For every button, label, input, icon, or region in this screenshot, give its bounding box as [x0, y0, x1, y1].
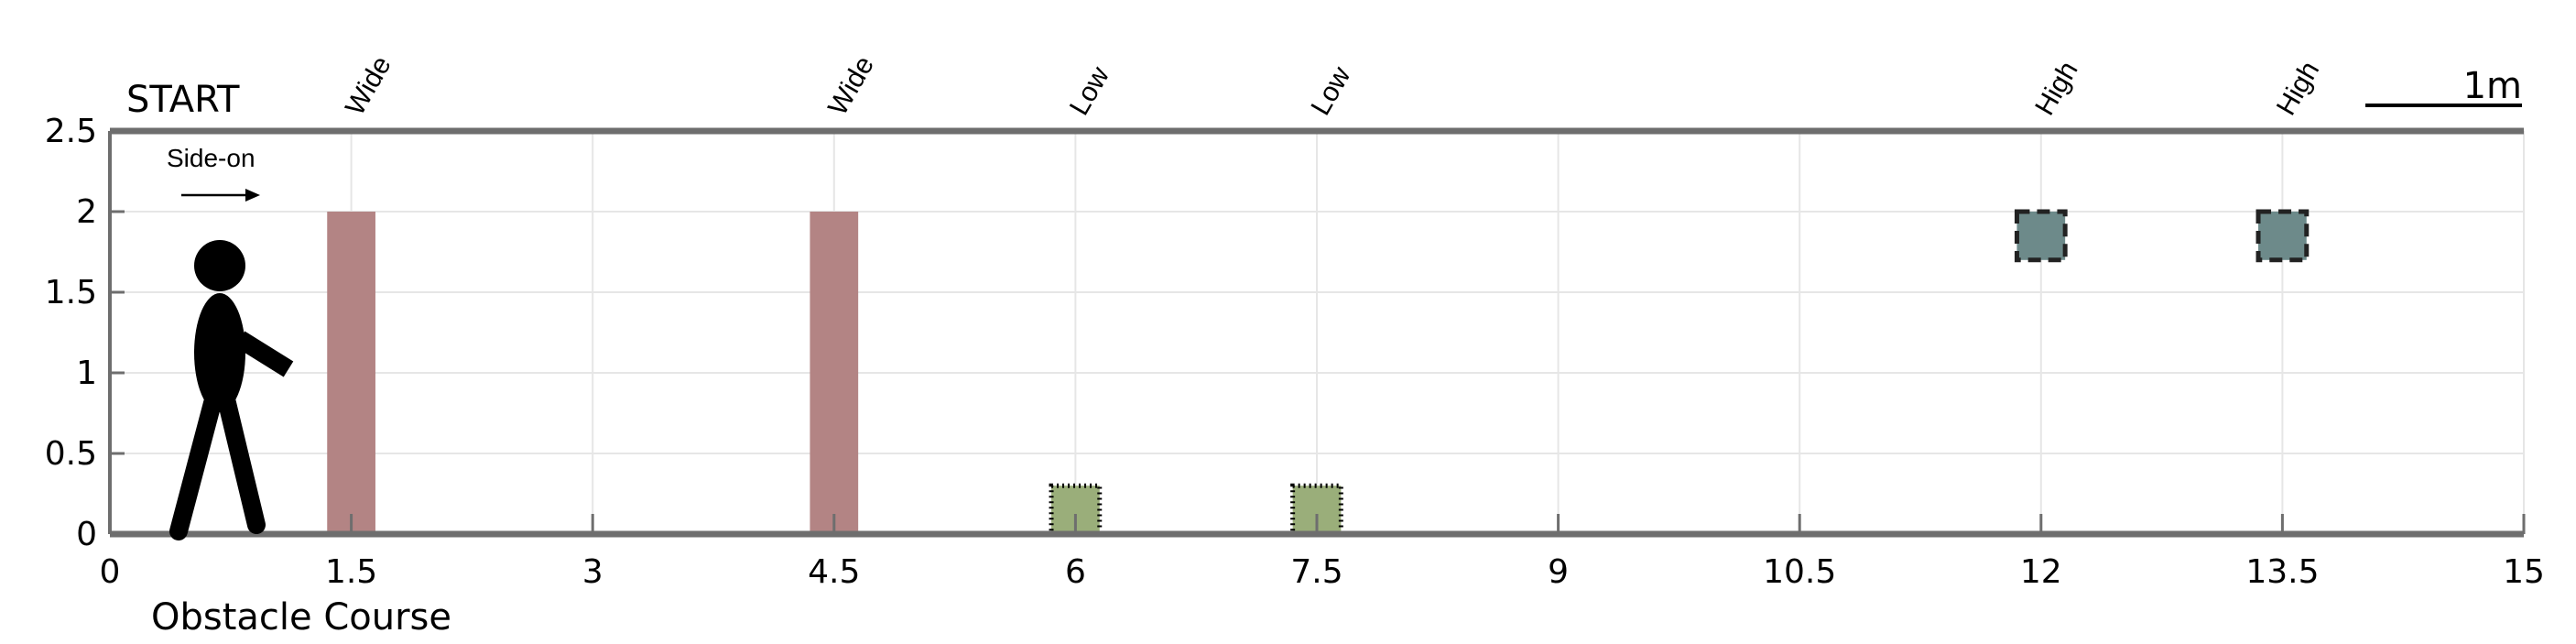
y-tick-label: 2: [76, 193, 97, 231]
scale-bar-label: 1m: [2463, 65, 2522, 107]
x-tick-label: 1.5: [325, 553, 377, 591]
direction-label: Side-on: [167, 144, 255, 172]
x-tick-label: 9: [1548, 553, 1569, 591]
x-tick-label: 3: [582, 553, 603, 591]
obstacle-label-3: Low: [1064, 61, 1115, 120]
obstacle-label-5: High: [2029, 57, 2083, 121]
x-tick-label: 7.5: [1290, 553, 1342, 591]
x-tick-label: 15: [2503, 553, 2545, 591]
y-tick-label: 0: [76, 516, 97, 553]
obstacle-labels: Wide Wide Low Low High High: [340, 51, 2325, 121]
x-tick-label: 0: [100, 553, 121, 591]
start-label: START: [126, 79, 240, 121]
y-tick-label: 2.5: [45, 113, 97, 150]
x-tick-label: 4.5: [808, 553, 860, 591]
obstacle-high-6: [2255, 209, 2310, 263]
x-tick-label: 10.5: [1763, 553, 1836, 591]
obstacle-label-2: Wide: [822, 51, 880, 121]
x-tick-label: 12: [2020, 553, 2062, 591]
x-tick-label: 6: [1065, 553, 1086, 591]
obstacle-high-5: [2014, 209, 2068, 263]
y-tick-label: 1: [76, 355, 97, 392]
grid: [109, 130, 2525, 535]
y-tick-label: 0.5: [45, 435, 97, 473]
direction-arrow-icon: [181, 189, 260, 202]
obstacle-wide-1: [327, 212, 375, 534]
tick-labels: 0 1.5 3 4.5 6 7.5 9 10.5 12 13.5 15 0 0.5 1 1.5 2 2.5: [45, 113, 2545, 591]
obstacle-label-6: High: [2271, 57, 2325, 121]
walking-person-icon: [169, 240, 294, 540]
obstacle-wide-2: [810, 212, 859, 534]
obstacle-label-4: Low: [1305, 61, 1356, 120]
x-axis-label: Obstacle Course: [151, 596, 451, 639]
y-tick-label: 1.5: [45, 274, 97, 311]
obstacles: [327, 209, 2310, 537]
obstacle-label-1: Wide: [340, 51, 397, 121]
x-tick-label: 13.5: [2245, 553, 2319, 591]
